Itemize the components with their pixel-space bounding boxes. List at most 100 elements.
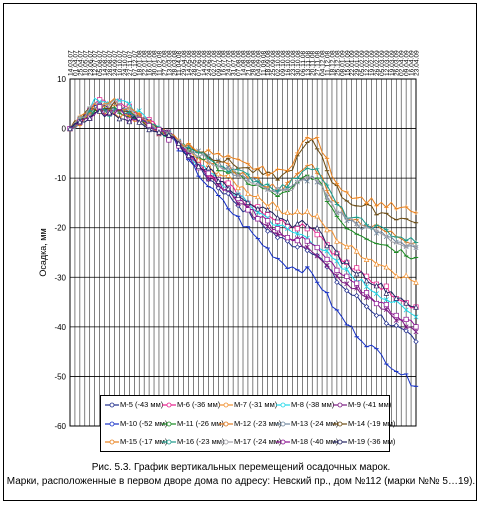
x-tick-label: 09.10.08: [280, 50, 287, 76]
legend-swatch: [333, 439, 347, 445]
data-point-m7: [314, 212, 320, 219]
data-point-m8: [373, 291, 379, 297]
series-line-m12: [69, 108, 417, 245]
data-point-m19: [175, 140, 182, 146]
data-point-m7: [363, 256, 370, 262]
data-point-m15: [305, 135, 310, 140]
data-point-m16: [255, 178, 261, 184]
data-point-m18: [344, 273, 350, 279]
legend-label: М-14 (-19 мм): [348, 419, 396, 428]
legend-item-m15: М-15 (-17 мм): [105, 437, 167, 447]
y-tick-label: -60: [54, 422, 66, 431]
caption-line-2: Марки, расположенные в первом дворе дома…: [6, 476, 476, 487]
x-tick-label: 07.08.08: [236, 50, 243, 76]
data-point-m8: [324, 248, 330, 254]
data-point-m16: [305, 166, 310, 171]
data-point-m5: [363, 303, 370, 310]
data-point-m9: [364, 295, 370, 301]
data-point-m15: [324, 156, 330, 161]
legend-item-m8: М-8 (-38 мм): [276, 400, 334, 410]
data-point-m7: [383, 263, 390, 270]
y-tick-label: -30: [54, 273, 66, 282]
data-point-m17: [374, 227, 379, 233]
data-point-m19: [284, 218, 291, 225]
data-point-m17: [245, 178, 251, 184]
legend-swatch: [219, 439, 233, 445]
figure-caption: Рис. 5.3. График вертикальных перемещени…: [0, 461, 482, 489]
legend-label: М-8 (-38 мм): [291, 400, 335, 409]
data-point-m19: [264, 206, 271, 213]
x-tick-label: 07.06.08: [196, 50, 203, 76]
data-point-m18: [383, 302, 389, 308]
data-point-m17: [285, 187, 290, 193]
legend-item-m7: М-7 (-31 мм): [219, 400, 277, 410]
data-point-m5: [383, 320, 390, 327]
data-point-m17: [107, 102, 112, 107]
legend-swatch: [162, 421, 176, 427]
x-tick-label: 14.08.07: [102, 50, 109, 76]
x-tick-label: 05.02.09: [359, 50, 366, 76]
data-point-m9: [275, 231, 281, 237]
data-point-m19: [205, 164, 212, 171]
data-point-m5: [413, 339, 419, 345]
data-point-m15: [235, 157, 241, 162]
data-point-m8: [403, 307, 409, 313]
data-point-m15: [384, 205, 389, 210]
y-tick-label: -40: [54, 323, 66, 332]
series-line-m19: [69, 110, 417, 308]
x-tick-label: 02.04.09: [399, 50, 406, 76]
data-point-m8: [334, 258, 340, 264]
x-tick-label: 30.01.08: [152, 50, 159, 76]
data-point-m9: [324, 262, 330, 268]
data-point-m17: [324, 196, 330, 202]
legend-item-m6: М-6 (-36 мм): [162, 400, 220, 410]
data-point-m17: [295, 178, 300, 184]
x-tick-label: 12.02.09: [364, 50, 371, 76]
legend-item-m5: М-5 (-43 мм): [105, 400, 163, 410]
data-point-m17: [127, 105, 132, 110]
x-tick-label: 02.07.08: [211, 50, 218, 76]
data-point-m19: [106, 109, 113, 116]
x-tick-label: 24.07.08: [226, 50, 233, 76]
data-point-m9: [413, 329, 419, 335]
data-point-m19: [215, 178, 222, 184]
data-point-m15: [265, 172, 270, 178]
legend-swatch: [276, 421, 290, 427]
x-tick-label: 06.11.08: [300, 50, 307, 76]
data-point-m7: [334, 238, 340, 244]
x-tick-label: 24.10.07: [122, 50, 129, 76]
legend-item-m9: М-9 (-41 мм): [333, 400, 391, 410]
data-point-m19: [363, 277, 370, 284]
data-point-m15: [314, 135, 320, 140]
data-point-m15: [186, 141, 191, 146]
data-point-m16: [334, 202, 340, 207]
x-tick-label: 10.05.07: [82, 50, 89, 76]
y-tick-label: 0: [62, 125, 67, 134]
data-point-m7: [324, 226, 330, 233]
data-point-m17: [77, 114, 83, 120]
data-point-m18: [413, 324, 419, 330]
data-point-m7: [274, 204, 281, 211]
data-point-m16: [245, 171, 251, 177]
data-point-m18: [255, 216, 261, 222]
data-point-m17: [225, 166, 231, 171]
x-tick-label: 11.12.08: [325, 50, 332, 76]
x-tick-label: 24.09.07: [112, 50, 119, 76]
data-point-m15: [255, 166, 261, 171]
data-point-m18: [245, 207, 251, 213]
x-tick-label: 08.01.09: [339, 50, 346, 76]
x-tick-label: 05.08.07: [97, 50, 104, 76]
data-point-m5: [215, 185, 221, 191]
data-point-m6: [294, 226, 300, 232]
x-tick-label: 19.02.09: [369, 50, 376, 76]
data-point-m8: [294, 231, 300, 237]
x-tick-label: 13.11.08: [305, 50, 312, 76]
caption-line-1: Рис. 5.3. График вертикальных перемещени…: [91, 462, 391, 473]
data-point-m16: [374, 223, 379, 228]
x-tick-label: 14.05.08: [186, 50, 193, 76]
x-tick-label: 31.07.08: [231, 50, 238, 76]
data-point-m17: [413, 245, 419, 250]
data-point-m18: [324, 256, 330, 262]
x-tick-label: 28.05.08: [191, 50, 198, 76]
legend-swatch: [105, 439, 119, 445]
